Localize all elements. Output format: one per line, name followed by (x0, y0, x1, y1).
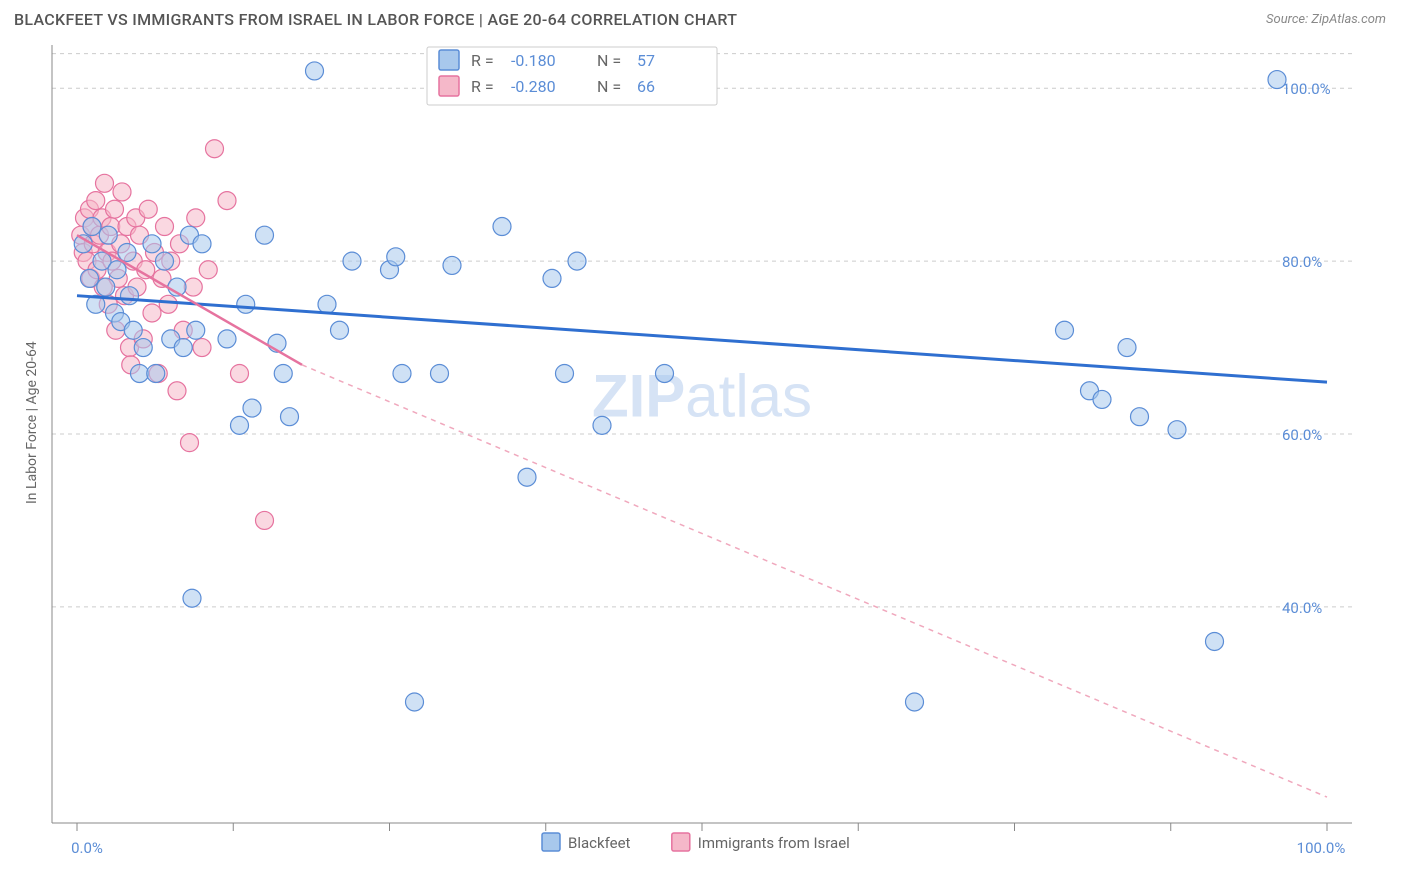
data-point (256, 226, 274, 244)
data-point (99, 226, 117, 244)
legend-series-label: Blackfeet (568, 834, 631, 852)
data-point (493, 218, 511, 236)
data-point (231, 364, 249, 382)
data-point (218, 192, 236, 210)
x-tick-label: 100.0% (1297, 839, 1346, 857)
chart-title: BLACKFEET VS IMMIGRANTS FROM ISRAEL IN L… (14, 10, 737, 29)
correlation-chart: ZIPatlas 40.0% 60.0% 80.0% 100.0% 0.0% 100.0% I… (14, 35, 1392, 873)
data-point (193, 339, 211, 357)
data-point (187, 321, 205, 339)
watermark: ZIPatlas (592, 363, 812, 430)
data-point (1168, 421, 1186, 439)
data-point (159, 295, 177, 313)
data-point (113, 183, 131, 201)
chart-svg: ZIPatlas 40.0% 60.0% 80.0% 100.0% 0.0% 100.0% I… (14, 35, 1392, 873)
data-point (106, 200, 124, 218)
data-point (243, 399, 261, 417)
legend-r-label: R = (471, 51, 494, 70)
data-point (181, 434, 199, 452)
data-point (387, 248, 405, 266)
data-point (518, 468, 536, 486)
data-point (124, 321, 142, 339)
data-point (1093, 390, 1111, 408)
legend-n-value: 57 (637, 51, 655, 70)
data-point (256, 511, 274, 529)
legend-n-value: 66 (637, 77, 655, 96)
data-point (543, 269, 561, 287)
legend-r-value: -0.280 (511, 77, 556, 96)
y-tick-label: 60.0% (1282, 426, 1322, 444)
data-point (556, 364, 574, 382)
data-point (187, 209, 205, 227)
data-point (156, 252, 174, 270)
data-point (318, 295, 336, 313)
data-point (568, 252, 586, 270)
data-point (131, 364, 149, 382)
legend-n-label: N = (597, 51, 621, 70)
data-point (143, 304, 161, 322)
data-point (156, 218, 174, 236)
data-point (143, 235, 161, 253)
data-point (184, 278, 202, 296)
data-point (193, 235, 211, 253)
data-point (97, 278, 115, 296)
data-point (108, 261, 126, 279)
data-point (1268, 71, 1286, 89)
legend-n-label: N = (597, 77, 621, 96)
legend-swatch (542, 833, 560, 851)
data-point (406, 693, 424, 711)
data-point (274, 364, 292, 382)
y-tick-label: 40.0% (1282, 599, 1322, 617)
x-tick-label: 0.0% (71, 839, 103, 857)
data-point (183, 589, 201, 607)
data-point (118, 243, 136, 261)
data-point (1056, 321, 1074, 339)
legend-series-label: Immigrants from Israel (698, 834, 850, 852)
legend-swatch (672, 833, 690, 851)
y-tick-label: 80.0% (1282, 253, 1322, 271)
data-point (1206, 632, 1224, 650)
data-point (96, 174, 114, 192)
data-point (281, 408, 299, 426)
y-tick-label: 100.0% (1282, 80, 1331, 98)
data-point (593, 416, 611, 434)
data-point (906, 693, 924, 711)
legend-r-value: -0.180 (511, 51, 556, 70)
data-point (206, 140, 224, 158)
data-point (199, 261, 217, 279)
data-point (1118, 339, 1136, 357)
y-axis-label: In Labor Force | Age 20-64 (24, 341, 40, 504)
data-point (443, 256, 461, 274)
data-point (168, 382, 186, 400)
legend-swatch (439, 50, 459, 70)
legend-r-label: R = (471, 77, 494, 96)
data-point (231, 416, 249, 434)
data-point (83, 218, 101, 236)
data-point (237, 295, 255, 313)
data-point (343, 252, 361, 270)
data-point (431, 364, 449, 382)
data-point (306, 62, 324, 80)
data-point (218, 330, 236, 348)
data-point (134, 339, 152, 357)
chart-source: Source: ZipAtlas.com (1266, 12, 1386, 27)
data-point (1131, 408, 1149, 426)
data-point (147, 364, 165, 382)
legend-swatch (439, 76, 459, 96)
data-point (656, 364, 674, 382)
data-point (121, 287, 139, 305)
data-point (81, 269, 99, 287)
data-point (331, 321, 349, 339)
data-point (174, 339, 192, 357)
data-point (393, 364, 411, 382)
data-point (87, 192, 105, 210)
data-point (139, 200, 157, 218)
